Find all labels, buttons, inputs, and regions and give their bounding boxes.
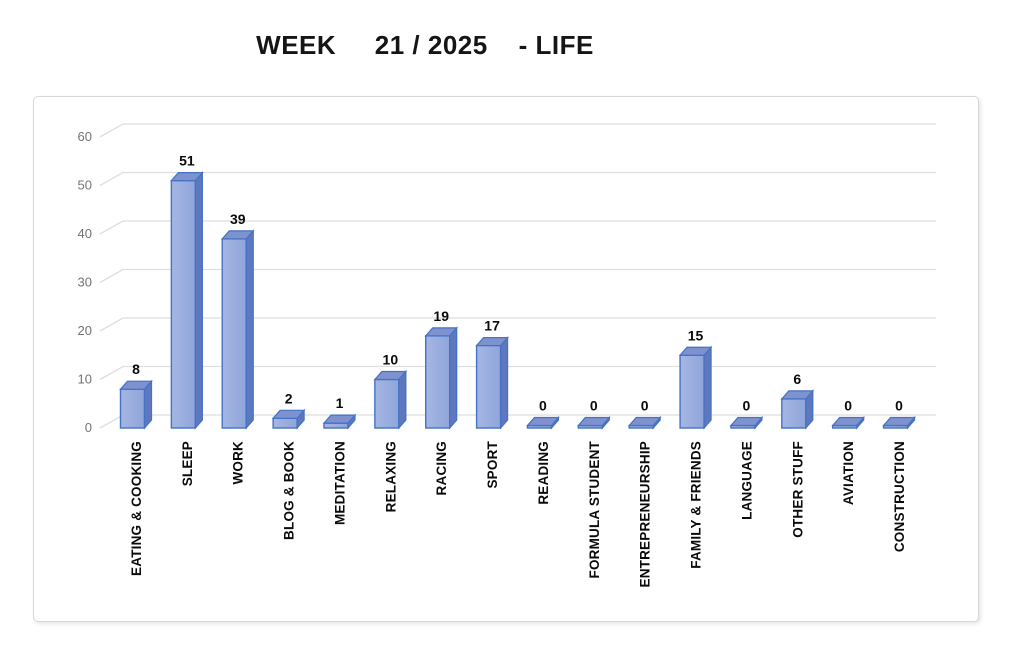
bar-other-stuff: 6 OTHER STUFF — [780, 371, 815, 538]
category-label-work: WORK — [231, 441, 246, 485]
bar-formula-student: 0 FORMULA STUDENT — [577, 398, 611, 579]
gridline-50 — [99, 171, 936, 187]
bar-relaxing: 10 RELAXING — [373, 352, 408, 512]
gridline-20 — [99, 317, 936, 332]
bar-top-face — [220, 230, 255, 240]
bar-top-face — [271, 409, 306, 419]
bar-top-face — [577, 416, 611, 427]
bar-top-face — [526, 416, 560, 427]
bar-top-face — [729, 416, 764, 427]
y-tick-label-60: 60 — [78, 129, 92, 144]
bar-reading: 0 READING — [526, 398, 560, 505]
bar-sport: 17 SPORT — [475, 318, 509, 489]
y-tick-label-20: 20 — [78, 323, 92, 338]
chart-frame: 0 10 20 30 40 50 60 8 EATING & COOKING 51 SLEEP 39 W… — [33, 96, 979, 622]
bar-sleep: 51 SLEEP — [170, 153, 204, 486]
category-label-other-stuff: OTHER STUFF — [790, 441, 805, 538]
bar-eating-cooking: 8 EATING & COOKING — [119, 361, 153, 576]
category-label-sport: SPORT — [485, 440, 500, 488]
category-label-language: LANGUAGE — [739, 441, 754, 520]
y-tick-label-30: 30 — [78, 275, 92, 290]
category-label-meditation: MEDITATION — [332, 441, 347, 525]
bar-side-face — [194, 171, 203, 430]
bar-top-face — [627, 416, 662, 427]
bar-side-face — [703, 345, 712, 430]
gridline-10 — [99, 365, 936, 381]
value-label-other-stuff: 6 — [793, 371, 801, 387]
value-label-family-friends: 15 — [688, 327, 704, 343]
bar-top-face — [678, 346, 713, 356]
bar-side-face — [398, 369, 407, 430]
y-tick-label-0: 0 — [85, 420, 92, 435]
bar-front-face — [475, 344, 502, 429]
value-label-reading: 0 — [539, 398, 547, 414]
bar-top-face — [170, 172, 204, 182]
category-label-construction: CONSTRUCTION — [892, 441, 907, 552]
bar-blog-book: 2 BLOG & BOOK — [271, 390, 306, 540]
y-tick-label-50: 50 — [78, 178, 92, 193]
category-label-aviation: AVIATION — [841, 441, 856, 505]
value-label-formula-student: 0 — [590, 398, 598, 414]
bar-front-face — [679, 354, 705, 429]
category-label-racing: RACING — [434, 441, 449, 495]
category-label-relaxing: RELAXING — [383, 441, 398, 512]
bar-top-face — [424, 327, 459, 337]
value-label-language: 0 — [743, 398, 751, 414]
category-label-sleep: SLEEP — [180, 441, 195, 486]
bar-top-face — [475, 336, 509, 347]
value-label-entrepreneurship: 0 — [641, 398, 649, 414]
bar-top-face — [373, 370, 408, 381]
value-label-eating-cooking: 8 — [132, 361, 140, 377]
bar-language: 0 LANGUAGE — [729, 398, 764, 520]
category-label-formula-student: FORMULA STUDENT — [587, 440, 602, 578]
category-label-reading: READING — [536, 441, 551, 505]
value-label-blog-book: 2 — [285, 390, 293, 406]
gridline-60 — [99, 123, 936, 138]
bar-front-face — [170, 179, 197, 429]
value-label-racing: 19 — [433, 308, 449, 324]
bar-construction: 0 CONSTRUCTION — [882, 398, 916, 552]
y-tick-label-10: 10 — [78, 372, 92, 387]
category-label-entrepreneurship: ENTREPRENEURSHIP — [638, 441, 653, 587]
category-label-blog-book: BLOG & BOOK — [282, 441, 297, 540]
bar-aviation: 0 AVIATION — [831, 398, 866, 505]
value-label-work: 39 — [230, 211, 246, 227]
bar-front-face — [425, 335, 451, 429]
bar-family-friends: 15 FAMILY & FRIENDS — [678, 327, 713, 569]
bar-side-face — [499, 335, 509, 430]
value-label-meditation: 1 — [336, 395, 344, 411]
bar-top-face — [322, 414, 357, 424]
category-label-eating-cooking: EATING & COOKING — [129, 441, 144, 576]
y-tick-label-40: 40 — [78, 226, 92, 241]
bar-front-face — [272, 417, 298, 429]
bar-front-face — [781, 398, 807, 429]
bar-side-face — [245, 229, 254, 430]
bar-top-face — [831, 416, 866, 427]
value-label-sleep: 51 — [179, 153, 195, 169]
bar-front-face — [374, 378, 400, 429]
bar-top-face — [780, 390, 815, 400]
bar-racing: 19 RACING — [424, 308, 459, 495]
bar-work: 39 WORK — [220, 211, 255, 485]
value-label-relaxing: 10 — [383, 352, 399, 368]
value-label-aviation: 0 — [844, 398, 852, 414]
bar-top-face — [119, 380, 153, 390]
chart-title: WEEK 21 / 2025 - LIFE — [256, 30, 594, 60]
gridline-40 — [99, 220, 936, 235]
category-label-family-friends: FAMILY & FRIENDS — [689, 441, 704, 569]
bar-front-face — [119, 388, 146, 429]
bar-top-face — [882, 416, 916, 427]
gridline-30 — [99, 268, 936, 284]
value-label-sport: 17 — [484, 318, 500, 334]
bar-side-face — [449, 326, 458, 430]
bar-front-face — [323, 422, 349, 429]
bar-meditation: 1 MEDITATION — [322, 395, 357, 525]
value-label-construction: 0 — [895, 398, 903, 414]
bar-entrepreneurship: 0 ENTREPRENEURSHIP — [627, 398, 662, 587]
bar-front-face — [221, 238, 247, 429]
